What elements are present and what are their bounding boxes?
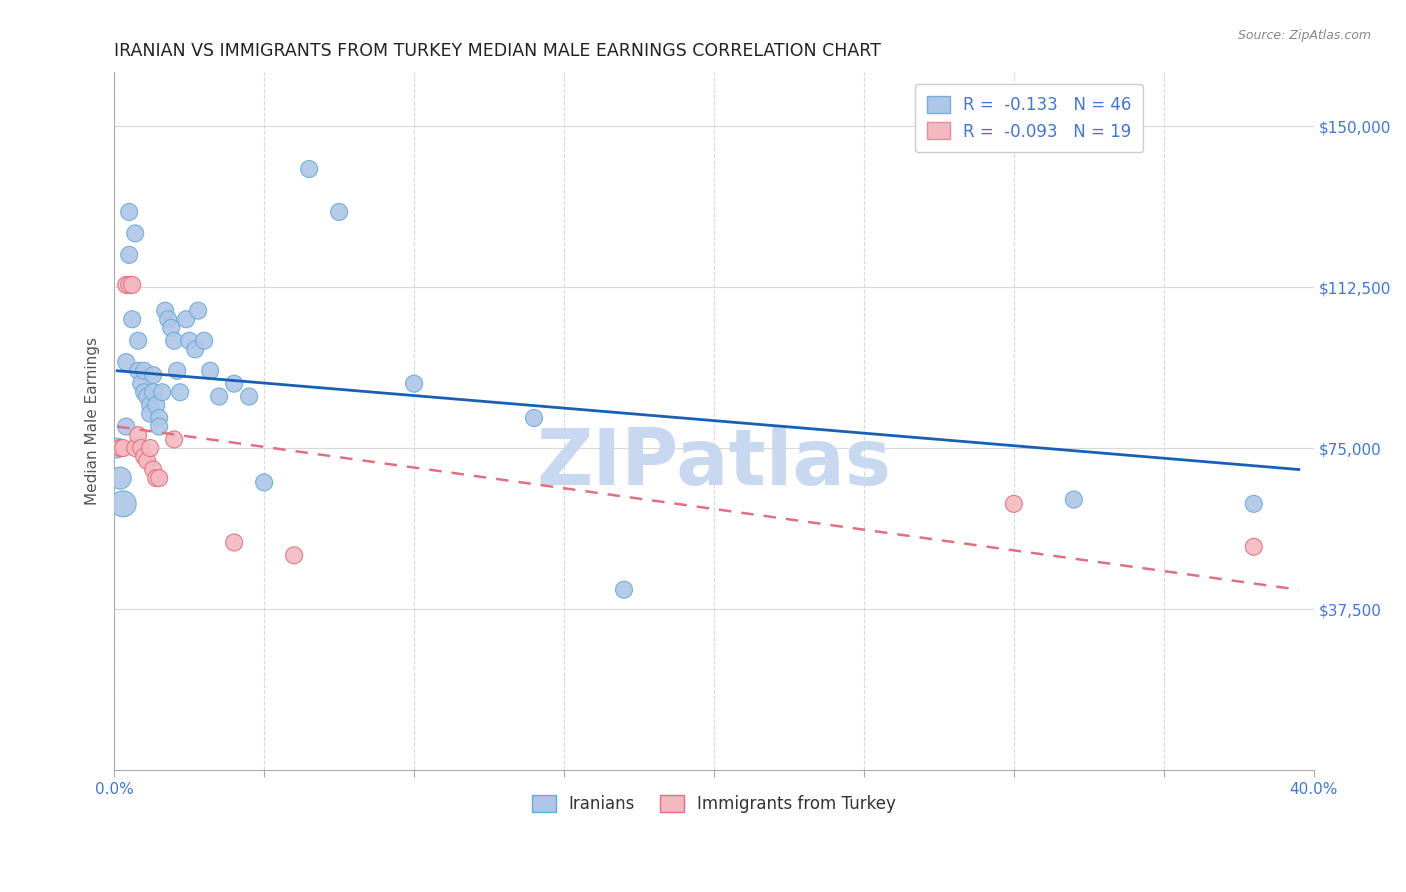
Point [136,390,159,404]
Point [198,364,221,378]
Point [283,549,305,563]
Point [193,334,215,348]
Y-axis label: Median Male Earnings: Median Male Earnings [86,337,100,505]
Point [179,334,201,348]
Point [142,385,165,400]
Point [148,419,170,434]
Point [118,248,141,262]
Point [112,497,135,511]
Text: IRANIAN VS IMMIGRANTS FROM TURKEY MEDIAN MALE EARNINGS CORRELATION CHART: IRANIAN VS IMMIGRANTS FROM TURKEY MEDIAN… [114,42,882,60]
Point [163,334,186,348]
Point [1243,540,1265,554]
Point [127,364,149,378]
Point [145,398,167,412]
Point [523,411,546,425]
Point [224,376,246,391]
Point [108,441,131,455]
Point [129,441,152,455]
Point [148,411,170,425]
Point [124,441,146,455]
Point [150,385,173,400]
Point [108,471,131,485]
Point [208,390,231,404]
Point [127,334,149,348]
Point [157,312,180,326]
Point [121,277,143,292]
Point [129,376,152,391]
Point [115,419,138,434]
Point [118,277,141,292]
Point [105,441,128,455]
Point [153,303,176,318]
Point [253,475,276,490]
Point [169,385,191,400]
Point [298,161,321,176]
Point [134,385,156,400]
Point [174,312,197,326]
Legend: Iranians, Immigrants from Turkey: Iranians, Immigrants from Turkey [520,783,907,824]
Point [127,428,149,442]
Point [121,312,143,326]
Point [139,407,162,421]
Point [142,368,165,382]
Point [148,471,170,485]
Point [187,303,209,318]
Point [1002,497,1025,511]
Text: Source: ZipAtlas.com: Source: ZipAtlas.com [1237,29,1371,43]
Point [404,376,426,391]
Point [613,582,636,597]
Text: ZIPatlas: ZIPatlas [537,425,891,501]
Point [112,441,135,455]
Point [145,471,167,485]
Point [136,454,159,468]
Point [134,450,156,464]
Point [224,535,246,549]
Point [1243,497,1265,511]
Point [139,441,162,455]
Point [118,205,141,219]
Point [115,355,138,369]
Point [184,343,207,357]
Point [1063,492,1085,507]
Point [124,227,146,241]
Point [166,364,188,378]
Point [134,364,156,378]
Point [160,321,183,335]
Point [238,390,260,404]
Point [328,205,350,219]
Point [115,277,138,292]
Point [139,398,162,412]
Point [163,433,186,447]
Point [142,462,165,476]
